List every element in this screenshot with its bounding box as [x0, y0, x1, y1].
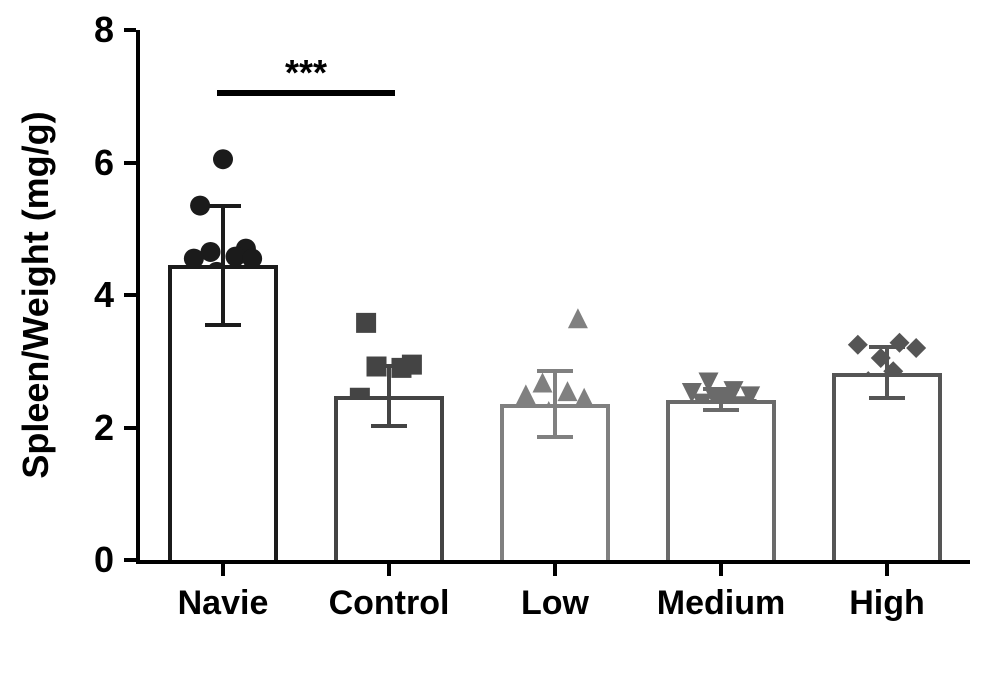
xtick [553, 564, 557, 576]
chart-container: Spleen/Weight (mg/g) 02468NavieControlLo… [0, 0, 1000, 676]
ytick [124, 161, 136, 165]
errorbar [553, 371, 557, 437]
errorbar-cap [205, 204, 241, 208]
ytick-label: 4 [0, 274, 114, 316]
xtick [221, 564, 225, 576]
y-axis [136, 30, 140, 564]
errorbar-cap [703, 387, 739, 391]
errorbar-cap [371, 364, 407, 368]
ytick-label: 2 [0, 407, 114, 449]
ytick-label: 0 [0, 539, 114, 581]
ytick [124, 426, 136, 430]
significance-label: *** [285, 52, 327, 94]
xtick-label: Control [329, 584, 450, 623]
errorbar-cap [205, 323, 241, 327]
errorbar [885, 347, 889, 397]
xtick-label: Navie [178, 584, 269, 623]
errorbar-cap [869, 345, 905, 349]
xtick-label: High [849, 584, 925, 623]
errorbar-cap [371, 424, 407, 428]
bar [832, 373, 942, 560]
errorbar-cap [537, 435, 573, 439]
ytick [124, 558, 136, 562]
xtick-label: Medium [657, 584, 785, 623]
ytick [124, 28, 136, 32]
ytick-label: 6 [0, 142, 114, 184]
errorbar-cap [869, 396, 905, 400]
xtick [885, 564, 889, 576]
xtick [387, 564, 391, 576]
xtick-label: Low [521, 584, 589, 623]
ytick-label: 8 [0, 9, 114, 51]
errorbar [387, 366, 391, 426]
xtick [719, 564, 723, 576]
errorbar [719, 389, 723, 410]
bar [666, 400, 776, 560]
errorbar-cap [537, 369, 573, 373]
ytick [124, 293, 136, 297]
errorbar-cap [703, 408, 739, 412]
errorbar [221, 206, 225, 325]
